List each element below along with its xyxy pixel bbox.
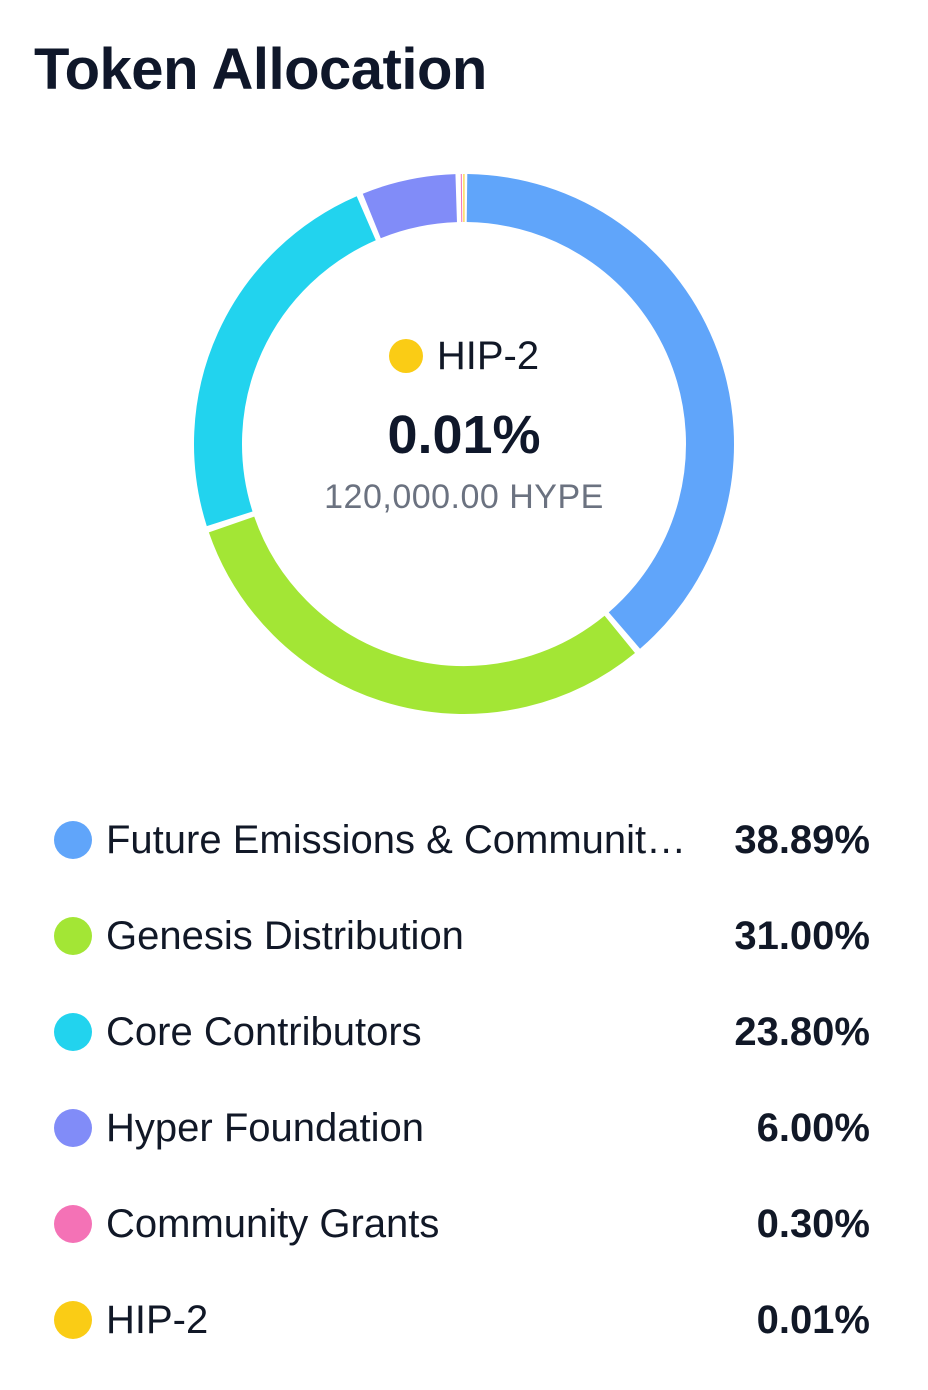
- donut-slice-future-emissions[interactable]: [466, 174, 734, 649]
- legend-item-label: Hyper Foundation: [106, 1105, 424, 1150]
- legend-item-label: HIP-2: [106, 1297, 209, 1342]
- selected-segment-label: HIP-2: [264, 330, 664, 382]
- legend-color-dot-icon: [54, 1205, 92, 1243]
- donut-slice-core-contributors[interactable]: [194, 196, 377, 527]
- selected-segment-amount: 120,000.00 HYPE: [324, 478, 604, 516]
- legend-item-label: Core Contributors: [106, 1009, 422, 1054]
- legend-item-value: 0.01%: [756, 1297, 870, 1342]
- legend-item[interactable]: HIP-2 0.01%: [54, 1272, 870, 1368]
- donut-slice-genesis-distribution[interactable]: [208, 516, 635, 714]
- legend-item[interactable]: Hyper Foundation 6.00%: [54, 1080, 870, 1176]
- legend-color-dot-icon: [54, 821, 92, 859]
- selected-segment-percent: 0.01%: [387, 405, 541, 465]
- selected-segment-name: HIP-2: [436, 333, 540, 378]
- legend-item-value: 38.89%: [734, 817, 870, 862]
- legend-item-label: Genesis Distribution: [106, 913, 464, 958]
- legend-item-label: Future Emissions & Community Rewards: [106, 817, 688, 862]
- page-title: Token Allocation: [34, 37, 487, 102]
- chart-center-info: HIP-2 0.01% 120,000.00 HYPE: [264, 330, 664, 517]
- legend-color-dot-icon: [54, 1109, 92, 1147]
- legend-item[interactable]: Community Grants 0.30%: [54, 1176, 870, 1272]
- legend-item[interactable]: Future Emissions & Community Rewards 38.8…: [54, 792, 870, 888]
- legend-item-value: 6.00%: [756, 1105, 870, 1150]
- donut-slice-hyper-foundation[interactable]: [362, 174, 458, 239]
- legend-item-label: Community Grants: [106, 1201, 440, 1246]
- chart-legend: Future Emissions & Community Rewards 38.8…: [54, 792, 870, 1368]
- legend-item[interactable]: Core Contributors 23.80%: [54, 984, 870, 1080]
- legend-item-value: 31.00%: [734, 913, 870, 958]
- donut-chart: [194, 173, 734, 714]
- legend-item-value: 23.80%: [734, 1009, 870, 1054]
- legend-color-dot-icon: [54, 1301, 92, 1339]
- legend-item[interactable]: Genesis Distribution 31.00%: [54, 888, 870, 984]
- legend-color-dot-icon: [54, 917, 92, 955]
- donut-chart-container: HIP-2 0.01% 120,000.00 HYPE: [194, 173, 734, 714]
- legend-color-dot-icon: [54, 1013, 92, 1051]
- selected-segment-dot-icon: [388, 339, 423, 373]
- legend-item-value: 0.30%: [756, 1201, 870, 1246]
